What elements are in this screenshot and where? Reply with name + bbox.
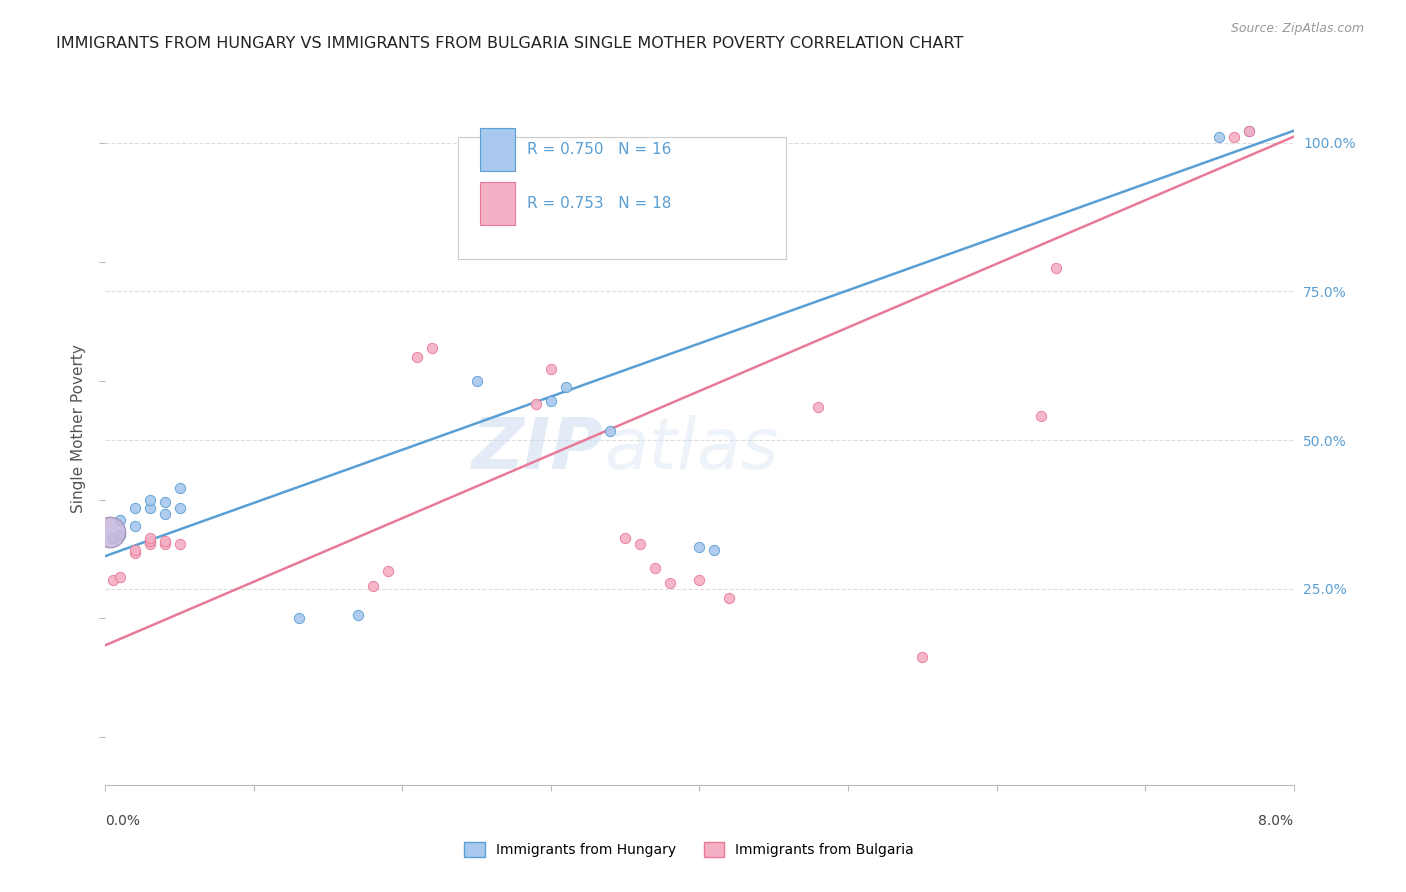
Point <box>524 397 547 411</box>
Point <box>124 519 146 533</box>
Point <box>658 575 681 590</box>
Point <box>807 401 830 415</box>
Point <box>139 537 162 551</box>
Point <box>377 564 399 578</box>
Point <box>124 543 146 558</box>
Point <box>465 374 488 388</box>
Point <box>689 540 711 554</box>
Point <box>718 591 741 605</box>
Point <box>554 379 576 393</box>
Text: R = 0.753   N = 18: R = 0.753 N = 18 <box>527 196 672 211</box>
Point <box>169 537 191 551</box>
Point <box>540 394 562 409</box>
Point <box>287 611 309 625</box>
Point <box>139 534 162 549</box>
Point <box>101 573 124 587</box>
Point <box>540 361 562 376</box>
Point <box>599 424 621 438</box>
FancyBboxPatch shape <box>479 182 516 225</box>
Point <box>1029 409 1052 424</box>
Point <box>644 561 666 575</box>
Text: 8.0%: 8.0% <box>1258 814 1294 828</box>
Point <box>101 531 124 545</box>
Point <box>110 570 132 584</box>
Text: R = 0.750   N = 16: R = 0.750 N = 16 <box>527 143 672 157</box>
Point <box>703 543 725 558</box>
Point <box>614 531 637 545</box>
Point <box>124 501 146 516</box>
Point <box>1045 260 1067 275</box>
Point <box>153 508 176 522</box>
Point <box>110 528 132 542</box>
Text: atlas: atlas <box>605 415 779 484</box>
Point <box>911 650 934 665</box>
Point <box>153 537 176 551</box>
Text: IMMIGRANTS FROM HUNGARY VS IMMIGRANTS FROM BULGARIA SINGLE MOTHER POVERTY CORREL: IMMIGRANTS FROM HUNGARY VS IMMIGRANTS FR… <box>56 36 963 51</box>
Legend: Immigrants from Hungary, Immigrants from Bulgaria: Immigrants from Hungary, Immigrants from… <box>458 837 920 863</box>
Point <box>628 537 651 551</box>
Point <box>1237 124 1260 138</box>
Point <box>361 579 384 593</box>
Text: ZIP: ZIP <box>472 415 605 484</box>
Point <box>1223 129 1246 144</box>
Point <box>110 513 132 527</box>
Text: Source: ZipAtlas.com: Source: ZipAtlas.com <box>1230 22 1364 36</box>
Point <box>347 608 370 623</box>
Y-axis label: Single Mother Poverty: Single Mother Poverty <box>72 343 86 513</box>
Point <box>139 501 162 516</box>
Point <box>124 546 146 560</box>
Point <box>139 534 162 549</box>
Point <box>1237 124 1260 138</box>
Point <box>420 341 443 355</box>
FancyBboxPatch shape <box>458 137 786 259</box>
Point <box>153 495 176 509</box>
Point <box>98 525 121 540</box>
Point <box>153 534 176 549</box>
FancyBboxPatch shape <box>479 128 516 171</box>
Point <box>406 350 429 364</box>
Point <box>169 501 191 516</box>
Point <box>139 531 162 545</box>
Text: 0.0%: 0.0% <box>105 814 141 828</box>
Point <box>139 492 162 507</box>
Point <box>689 573 711 587</box>
Point <box>169 481 191 495</box>
Point <box>1208 129 1230 144</box>
